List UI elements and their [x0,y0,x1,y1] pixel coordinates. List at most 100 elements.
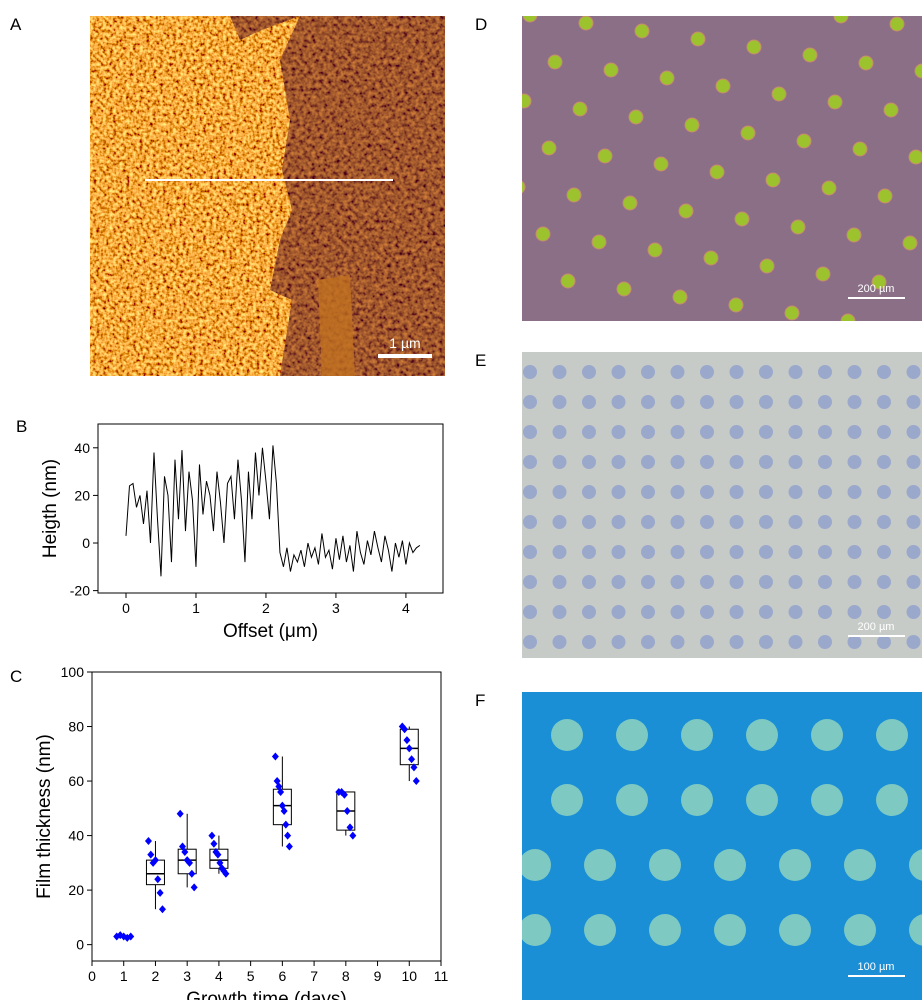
dot [852,141,868,157]
y-tick-label: -20 [70,583,90,599]
dot [883,102,899,118]
data-point [210,839,218,848]
dot [681,784,713,816]
dot [603,62,619,78]
dot [522,914,551,946]
x-tick-label: 10 [401,968,417,984]
dot [847,545,862,559]
dot [889,16,905,32]
dot [729,485,744,499]
data-point [154,875,162,884]
dot [858,55,874,71]
plot-frame [91,671,442,962]
dot [908,149,922,165]
dot [788,485,803,499]
dot [876,719,908,751]
dot [700,395,714,409]
dot [906,635,921,649]
x-tick-label: 3 [183,968,191,984]
dot [818,485,832,499]
y-tick-label: 0 [76,937,84,953]
dot [670,635,685,649]
dot [840,313,856,321]
panel-label: D [475,15,487,34]
x-tick-label: 0 [122,600,130,616]
dot [552,455,567,469]
data-point [282,820,290,829]
y-tick-label: 100 [61,664,85,680]
dot [906,605,921,619]
dot [670,545,685,559]
y-tick-label: 20 [68,882,84,898]
dot [703,250,719,266]
dot [833,16,849,24]
dot [591,234,607,250]
dot [486,133,500,147]
dot [729,545,744,559]
dot [582,515,596,529]
y-axis-label: Heigth (nm) [40,459,61,558]
dot [909,849,922,881]
y-axis-label: Film thickness (nm) [34,734,55,899]
data-point [190,883,198,892]
dot [788,395,803,409]
dot [582,635,596,649]
dot [523,545,537,559]
data-point [188,869,196,878]
dot [672,289,688,305]
dot [788,365,803,379]
dot [582,455,596,469]
dot [641,485,655,499]
panel-label: E [475,351,486,370]
dot [560,273,576,289]
dot [541,140,557,156]
dot [818,425,832,439]
data-point [179,842,187,851]
x-tick-label: 11 [434,968,449,984]
panel-label: B [16,417,27,436]
dot [611,365,626,379]
data-point [181,847,189,856]
dot [552,365,567,379]
dot [759,455,773,469]
dot [611,605,626,619]
dot [641,545,655,559]
dot [746,39,762,55]
dot [906,575,921,589]
dot [746,719,778,751]
dot [759,515,773,529]
x-tick-label: 4 [215,968,223,984]
dot [759,545,773,559]
dot [877,575,891,589]
y-tick-label: 0 [82,535,90,551]
dot [877,188,893,204]
dot [714,914,746,946]
x-tick-label: 3 [332,600,340,616]
dot [523,425,537,439]
micrograph-e [522,352,922,658]
dot [790,219,806,235]
x-tick-label: 2 [262,600,270,616]
dot [729,425,744,439]
dot [700,545,714,559]
dot [784,305,800,321]
dot [611,575,626,589]
dot [729,395,744,409]
dot [709,164,725,180]
data-point [405,744,413,753]
dot [877,635,891,649]
dot [876,784,908,816]
dot [578,16,594,31]
panel-label: F [475,691,485,710]
dot [551,719,583,751]
dot [584,849,616,881]
dot [847,365,862,379]
dot [818,515,832,529]
dot [467,0,481,14]
dot [670,485,685,499]
dot [670,365,685,379]
dot [729,515,744,529]
dot [552,395,567,409]
dot [641,365,655,379]
